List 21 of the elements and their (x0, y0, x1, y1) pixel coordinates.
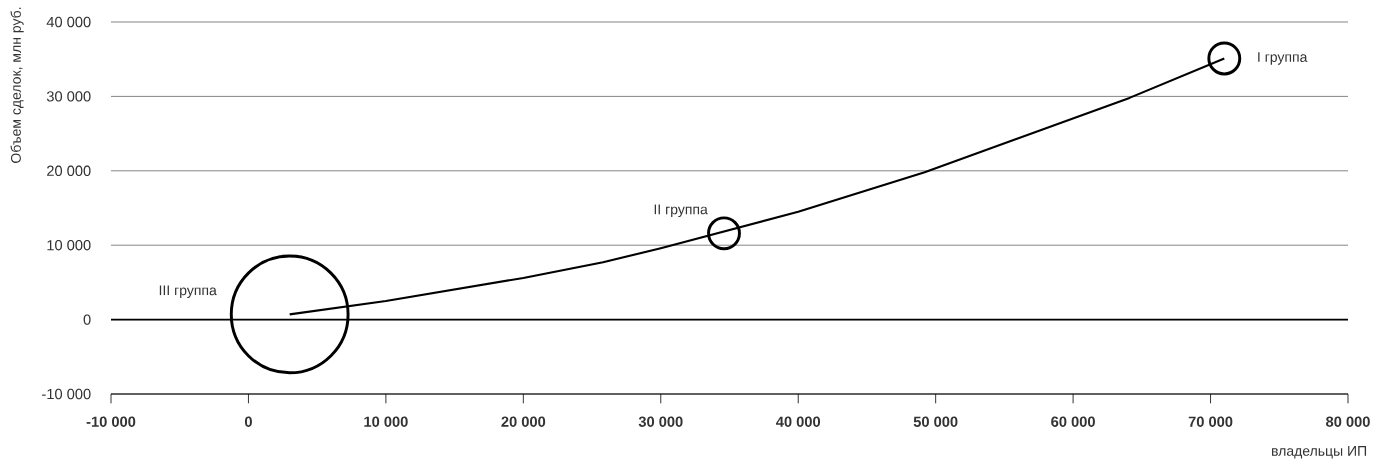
y-tick-label: 40 000 (46, 16, 91, 28)
x-tick-label: 0 (244, 416, 252, 427)
annotation: I группа (1258, 52, 1308, 65)
annotation: III группа (159, 285, 217, 298)
y-axis-title: Объем сделок, млн руб. (10, 7, 24, 163)
x-tick-label: 80 000 (1326, 416, 1370, 427)
y-tick-label: 10 000 (47, 240, 91, 251)
y-tick-label: -10 000 (42, 388, 91, 400)
x-tick-label: 20 000 (501, 416, 546, 427)
x-axis-title: владельцы ИП (1272, 446, 1367, 459)
y-tick-label: 30 000 (46, 91, 91, 102)
y-tick-label: 20 000 (47, 165, 91, 176)
x-tick-label: 50 000 (913, 416, 958, 427)
y-tick-label: 0 (83, 314, 91, 325)
x-tick-label: 70 000 (1188, 416, 1233, 427)
x-tick-label: -10 000 (86, 416, 136, 427)
x-tick-label: 60 000 (1051, 416, 1095, 427)
x-tick-label: 30 000 (638, 416, 683, 427)
annotation: II группа (654, 204, 708, 218)
x-tick-label: 10 000 (364, 416, 408, 427)
x-tick-label: 40 000 (776, 416, 821, 427)
